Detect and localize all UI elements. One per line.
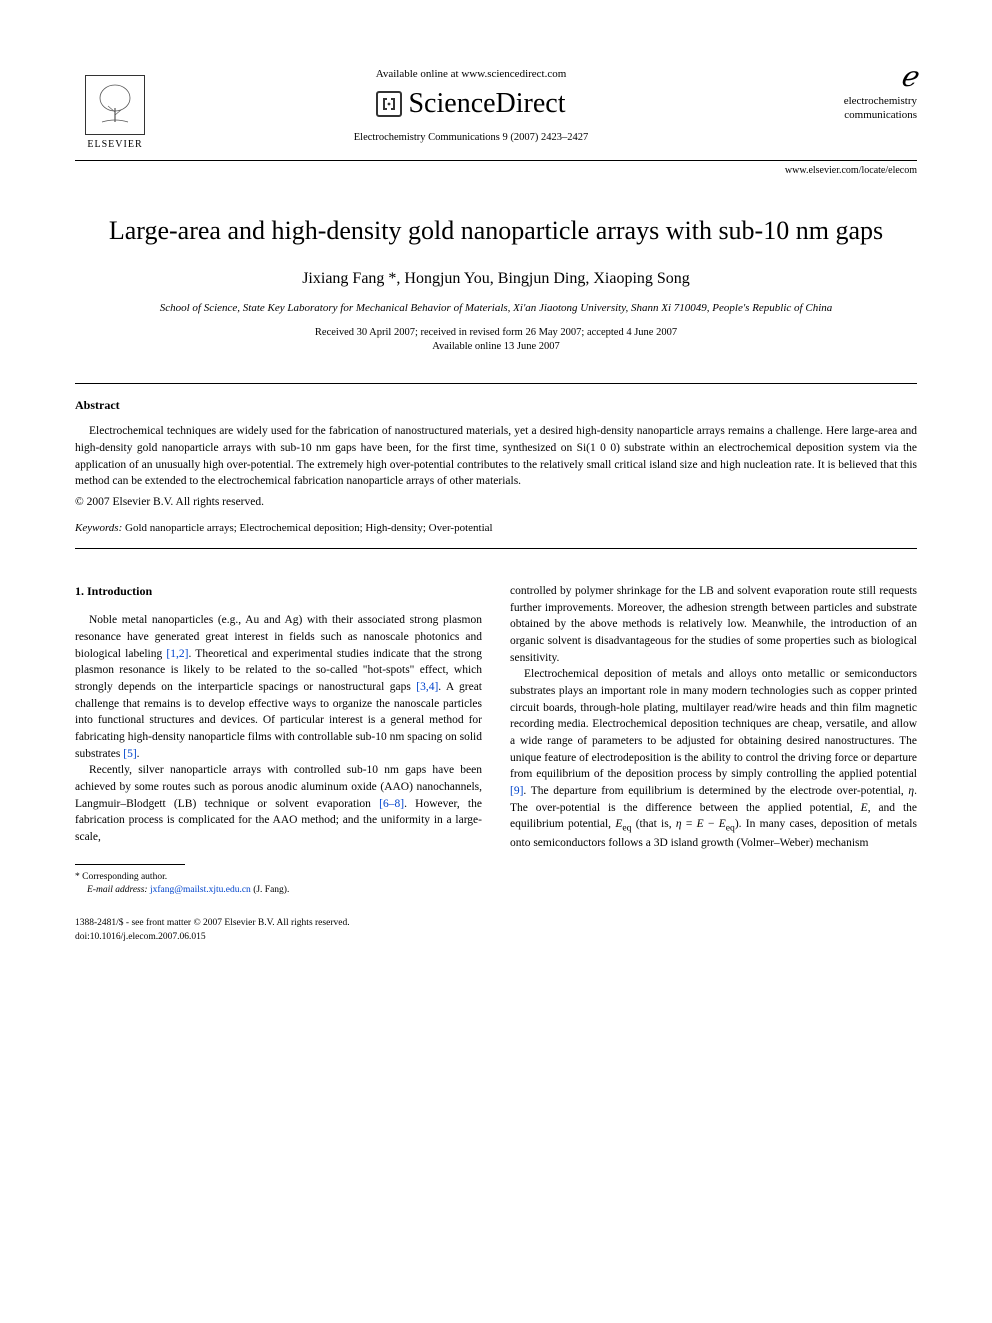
footnote-rule: [75, 864, 185, 865]
center-header: Available online at www.sciencedirect.co…: [155, 60, 787, 143]
keywords: Keywords: Gold nanoparticle arrays; Elec…: [75, 522, 917, 534]
right-column: controlled by polymer shrinkage for the …: [510, 583, 917, 897]
email-label: E-mail address:: [87, 885, 148, 895]
right-para-1: controlled by polymer shrinkage for the …: [510, 583, 917, 666]
dates-line1: Received 30 April 2007; received in revi…: [75, 326, 917, 341]
header-row: ELSEVIER Available online at www.science…: [75, 60, 917, 150]
dates-line2: Available online 13 June 2007: [75, 340, 917, 355]
ref-link-3-4[interactable]: [3,4]: [416, 681, 438, 693]
available-online-text: Available online at www.sciencedirect.co…: [155, 68, 787, 80]
keywords-label: Keywords:: [75, 522, 122, 534]
abstract-rule-bottom: [75, 548, 917, 549]
affiliation: School of Science, State Key Laboratory …: [75, 302, 917, 314]
sciencedirect-icon: [376, 91, 402, 117]
journal-logo-icon: ℯ: [787, 60, 917, 94]
section-1-heading: 1. Introduction: [75, 583, 482, 600]
sciencedirect-brand: ScienceDirect: [155, 88, 787, 120]
email-name: (J. Fang).: [251, 885, 290, 895]
elsevier-label: ELSEVIER: [87, 139, 142, 150]
intro-para-1: Noble metal nanoparticles (e.g., Au and …: [75, 612, 482, 762]
ref-link-9[interactable]: [9]: [510, 785, 523, 797]
email-line: E-mail address: jxfang@mailst.xjtu.edu.c…: [75, 884, 482, 897]
journal-logo-line2: communications: [787, 108, 917, 122]
sciencedirect-text: ScienceDirect: [408, 88, 565, 120]
intro-para-2: Recently, silver nanoparticle arrays wit…: [75, 762, 482, 845]
right-para-2: Electrochemical deposition of metals and…: [510, 666, 917, 852]
ref-link-6-8[interactable]: [6–8]: [379, 798, 404, 810]
abstract-body: Electrochemical techniques are widely us…: [75, 423, 917, 490]
authors: Jixiang Fang *, Hongjun You, Bingjun Din…: [75, 270, 917, 288]
journal-logo: ℯ electrochemistry communications: [787, 60, 917, 123]
abstract-heading: Abstract: [75, 398, 917, 413]
elsevier-logo: ELSEVIER: [75, 60, 155, 150]
ref-link-1-2[interactable]: [1,2]: [166, 648, 188, 660]
journal-logo-line1: electrochemistry: [787, 94, 917, 108]
keywords-text: Gold nanoparticle arrays; Electrochemica…: [122, 522, 492, 534]
corresponding-author: * Corresponding author.: [75, 871, 482, 884]
journal-url: www.elsevier.com/locate/elecom: [75, 165, 917, 176]
abstract-rule-top: [75, 383, 917, 384]
article-dates: Received 30 April 2007; received in revi…: [75, 326, 917, 355]
footer: 1388-2481/$ - see front matter © 2007 El…: [75, 917, 917, 944]
ref-link-5[interactable]: [5]: [123, 748, 136, 760]
journal-citation: Electrochemistry Communications 9 (2007)…: [155, 132, 787, 143]
footer-line1: 1388-2481/$ - see front matter © 2007 El…: [75, 917, 917, 930]
abstract-text: Electrochemical techniques are widely us…: [75, 425, 917, 487]
elsevier-tree-icon: [85, 75, 145, 135]
copyright: © 2007 Elsevier B.V. All rights reserved…: [75, 496, 917, 508]
email-link[interactable]: jxfang@mailst.xjtu.edu.cn: [148, 885, 251, 895]
left-column: 1. Introduction Noble metal nanoparticle…: [75, 583, 482, 897]
body-columns: 1. Introduction Noble metal nanoparticle…: [75, 583, 917, 897]
footnote-block: * Corresponding author. E-mail address: …: [75, 871, 482, 898]
article-title: Large-area and high-density gold nanopar…: [75, 214, 917, 248]
header-rule-top: [75, 160, 917, 161]
footer-line2: doi:10.1016/j.elecom.2007.06.015: [75, 931, 917, 944]
